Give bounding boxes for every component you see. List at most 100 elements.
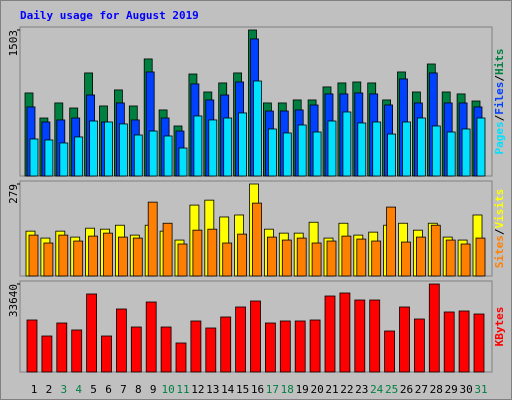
bar — [342, 111, 352, 177]
x-tick-label: 15 — [236, 383, 249, 396]
x-tick-label: 7 — [120, 383, 127, 396]
chart-title: Daily usage for August 2019 — [20, 9, 199, 22]
x-tick-label: 12 — [191, 383, 204, 396]
bar — [28, 234, 39, 277]
bar — [237, 233, 248, 277]
y-tick-label: 279 — [7, 184, 20, 204]
x-tick-label: 5 — [90, 383, 97, 396]
bar — [327, 120, 337, 177]
bar — [118, 236, 128, 277]
bar — [416, 117, 426, 177]
x-tick-label: 21 — [325, 383, 338, 396]
bar — [326, 240, 337, 277]
bar — [43, 242, 54, 277]
bar — [399, 306, 410, 373]
bar — [205, 327, 217, 373]
legend-separator: / — [493, 114, 506, 121]
x-tick-label: 31 — [474, 383, 487, 396]
bar — [148, 130, 158, 177]
bar — [160, 326, 172, 373]
bar — [235, 306, 247, 373]
bar — [44, 139, 54, 177]
bar — [264, 322, 276, 373]
x-tick-label: 26 — [400, 383, 413, 396]
bar — [162, 222, 173, 277]
x-tick-label: 29 — [445, 383, 458, 396]
legend-entry: Sites — [493, 235, 506, 268]
x-tick-label: 4 — [75, 383, 82, 396]
legend-entry: Visits — [493, 189, 506, 229]
bar — [401, 241, 411, 277]
bar — [324, 295, 336, 373]
bar — [282, 132, 292, 177]
legend-separator: / — [493, 75, 506, 82]
bar — [309, 319, 321, 373]
bar — [130, 326, 142, 373]
y-tick-label: 1503 — [7, 30, 20, 57]
legend-entry: KBytes — [493, 307, 506, 347]
bar — [101, 335, 112, 373]
bar — [445, 239, 456, 277]
bar — [26, 319, 38, 373]
x-tick-label: 18 — [281, 383, 294, 396]
bar — [147, 201, 158, 277]
bar — [119, 123, 128, 177]
bar — [430, 224, 441, 277]
x-tick-label: 20 — [310, 383, 323, 396]
bar — [460, 243, 471, 277]
bar — [356, 238, 367, 277]
bar — [253, 80, 262, 177]
bar — [238, 112, 248, 177]
bar — [458, 310, 470, 373]
bar — [341, 235, 352, 277]
x-tick-label: 19 — [296, 383, 309, 396]
x-tick-label: 28 — [430, 383, 443, 396]
bar — [339, 292, 351, 373]
bar — [386, 206, 397, 277]
bar — [86, 293, 97, 373]
legend-separator: / — [493, 228, 506, 235]
bar — [250, 300, 261, 373]
x-tick-label: 22 — [340, 383, 353, 396]
x-tick-label: 23 — [355, 383, 368, 396]
x-tick-label: 25 — [385, 383, 398, 396]
bar — [59, 142, 69, 177]
bar — [279, 320, 291, 373]
legend: Pages/Files/Hits — [493, 49, 506, 155]
bar — [415, 236, 426, 277]
bar — [413, 318, 425, 373]
bar — [89, 120, 98, 177]
bar — [267, 128, 277, 177]
x-tick-label: 6 — [105, 383, 112, 396]
bar — [222, 242, 233, 277]
x-tick-label: 24 — [370, 383, 384, 396]
bar — [387, 133, 397, 177]
bar — [369, 299, 381, 373]
bar — [266, 236, 277, 277]
x-tick-label: 1 — [31, 383, 38, 396]
bar — [73, 240, 84, 277]
x-tick-label: 11 — [176, 383, 189, 396]
legend-entry: Files — [493, 82, 506, 115]
x-tick-label: 2 — [46, 383, 53, 396]
bar — [402, 121, 411, 177]
bar — [133, 134, 143, 177]
bar — [446, 131, 456, 177]
bar — [29, 138, 39, 177]
x-tick-label: 3 — [60, 383, 67, 396]
bar — [476, 117, 486, 177]
bar — [357, 122, 367, 177]
bar — [177, 243, 188, 277]
x-tick-label: 27 — [415, 383, 428, 396]
legend: KBytes — [493, 307, 506, 347]
bar — [103, 232, 113, 277]
bar — [41, 335, 53, 373]
bar — [281, 239, 292, 277]
y-tick-label: 33640 — [7, 284, 20, 317]
legend-entry: Hits — [493, 49, 506, 76]
bar — [71, 329, 83, 373]
x-tick-label: 16 — [251, 383, 264, 396]
bar — [178, 147, 188, 177]
bar — [116, 308, 127, 373]
